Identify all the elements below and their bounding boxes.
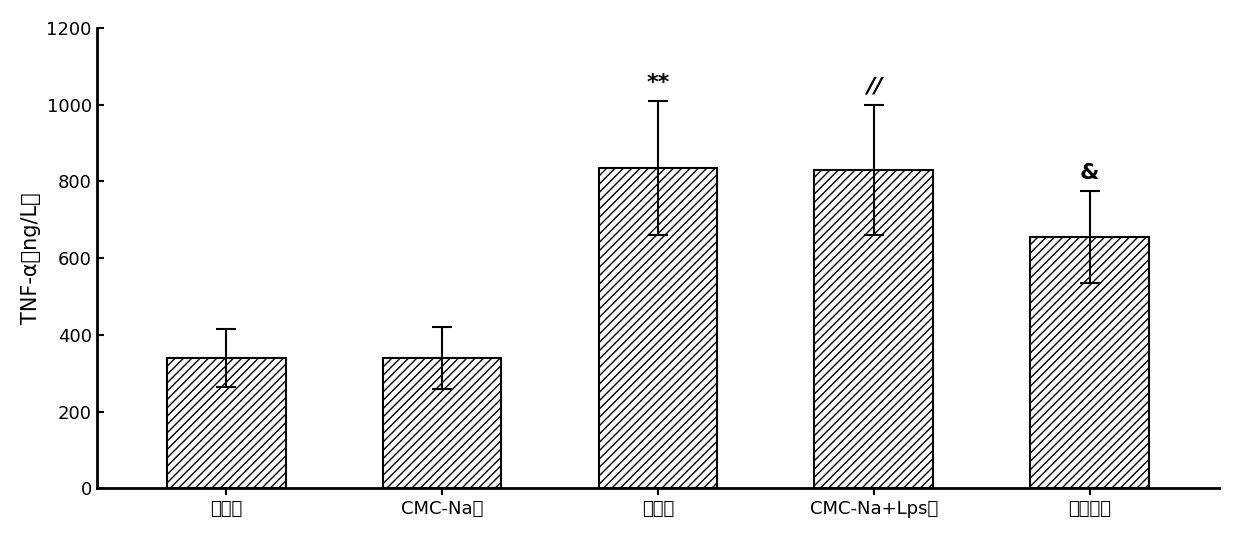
Bar [1030, 237, 1149, 488]
Bar [383, 358, 501, 488]
Text: //: // [866, 77, 882, 97]
Text: &: & [1080, 163, 1100, 183]
Text: **: ** [646, 73, 670, 93]
Bar [167, 358, 285, 488]
Bar [599, 168, 717, 488]
Bar [815, 170, 934, 488]
Y-axis label: TNF-α（ng/L）: TNF-α（ng/L） [21, 192, 41, 324]
